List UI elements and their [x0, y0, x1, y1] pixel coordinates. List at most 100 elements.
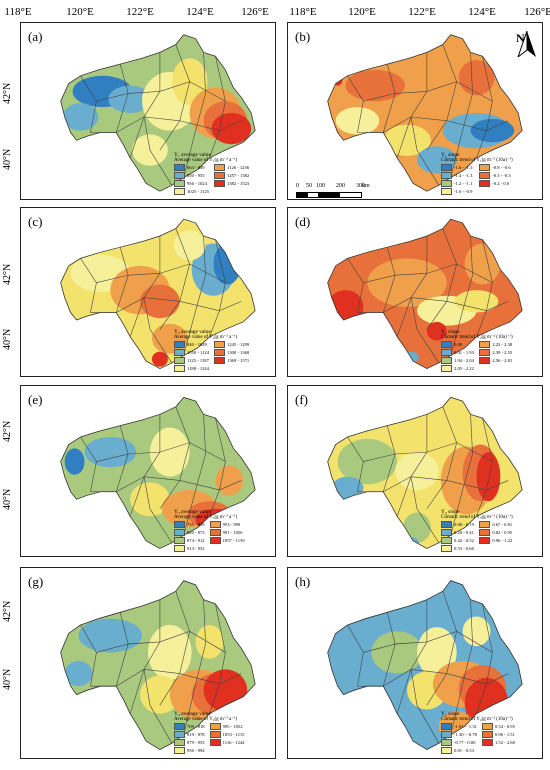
value-region: [371, 631, 423, 674]
city-boundary: [159, 406, 190, 509]
legend-label: -1.0 - -0.9: [454, 189, 473, 195]
legend-subtitle: Average value of Y₂(g m⁻² a⁻¹): [174, 335, 238, 341]
value-region: [62, 103, 99, 131]
value-region: [470, 118, 515, 143]
map-panel-b: (b) Y₁ slope Climatic trend of Y₁(g m⁻² (1…: [287, 22, 543, 200]
city-boundary: [159, 44, 190, 151]
legend-label: 0.00: [454, 342, 463, 348]
city-boundary: [476, 56, 493, 159]
legend-swatch: [174, 529, 185, 537]
legend-label: 0.53 - 0.66: [454, 546, 474, 552]
legend-title: Y₂ average value: [174, 329, 211, 335]
longitude-axis-left: 118°E 120°E 122°E 124°E 126°E: [0, 6, 275, 20]
legend-label: 2.23 - 2.38: [492, 342, 513, 348]
value-region: [78, 618, 143, 653]
value-region: [211, 112, 252, 145]
legend-swatch: [479, 164, 491, 172]
legend-label: 956 - 1024: [187, 181, 207, 187]
legend-swatch: [209, 739, 221, 747]
value-region: [327, 290, 364, 324]
legend-item: 755 - 819: [174, 521, 205, 529]
city-boundary: [363, 263, 493, 283]
legend: Y₂ average value Average value of Y₂(g m⁻…: [174, 329, 250, 373]
legend-label: 1245 - 1299: [227, 342, 250, 348]
legend-label: 1.52 - 2.68: [494, 740, 515, 746]
legend-swatch: [441, 723, 452, 731]
lon-label: 124°E: [186, 6, 214, 18]
lon-label: 122°E: [408, 6, 436, 18]
lat-label: 40°N: [2, 488, 13, 510]
legend-subtitle: Climatic trend of Y₄(g m⁻² (10a)⁻¹): [441, 717, 513, 723]
province-outline: [60, 218, 256, 369]
legend-item: -1.4 - -1.3: [441, 172, 474, 180]
legend-item: 1126 - 1256: [214, 164, 249, 172]
legend-item: 0.00 - 0.19: [441, 521, 474, 529]
city-boundary: [96, 442, 226, 462]
city-boundary: [363, 442, 493, 462]
legend-item: 2.23 - 2.38: [479, 341, 513, 349]
panel-label: (b): [295, 29, 311, 44]
legend-title: Y₄ slope: [441, 711, 460, 717]
map-svg: [327, 218, 523, 369]
city-boundary: [426, 228, 457, 330]
legend-item: 850 - 955: [174, 172, 209, 180]
legend-item: 2.56 - 2.81: [479, 357, 513, 365]
map-panel-e: (e) Y₃ average value Average value of Y₃(g…: [20, 385, 276, 557]
legend-item: 0.42 - 0.52: [441, 537, 474, 545]
legend-title: Y₃ slope: [441, 509, 460, 515]
legend-swatch: [481, 731, 493, 739]
panel-label: (e): [28, 392, 43, 407]
map-svg: [60, 580, 256, 751]
map-svg: [60, 218, 256, 369]
legend-swatch: [441, 172, 452, 180]
legend-item: 2.39 - 2.55: [479, 349, 512, 357]
legend-swatch: [214, 180, 226, 188]
legend-label: -1.6 - -1.5: [454, 165, 473, 171]
legend-label: 1050 - 1124: [187, 350, 210, 356]
lat-label: 40°N: [2, 668, 13, 690]
panel-label: (a): [28, 29, 43, 44]
lon-label: 124°E: [468, 6, 496, 18]
legend-label: 850 - 955: [187, 173, 205, 179]
city-boundary: [450, 599, 473, 735]
map-svg: [327, 396, 523, 549]
legend-label: 0.01 - 0.53: [454, 748, 474, 754]
legend-item: 1382 - 1523: [214, 180, 249, 188]
legend-item: -0.2 - 0.0: [479, 180, 512, 188]
legend-item: 663 - 849: [174, 164, 209, 172]
legend-item: 1057 - 1139: [209, 537, 245, 545]
legend-swatch: [441, 545, 452, 553]
legend-label: 0.42 - 0.52: [454, 538, 474, 544]
value-region: [403, 512, 431, 543]
legend-title: Y₁ average value: [174, 152, 211, 158]
legend-item: 0.82 - 0.95: [479, 529, 513, 537]
city-boundary: [426, 44, 457, 151]
lon-label: 122°E: [126, 6, 154, 18]
legend-label: 1188 - 1244: [187, 366, 210, 372]
province-outline: [60, 580, 256, 751]
legend: Y₂ slope Climatic trend of Y₂(g m⁻² (10a)…: [441, 329, 513, 373]
legend-swatch: [214, 172, 226, 180]
value-region: [64, 660, 93, 687]
city-boundary: [183, 52, 206, 178]
city-boundary: [396, 414, 428, 517]
legend-swatch: [174, 349, 185, 357]
city-boundary: [396, 52, 428, 159]
legend-item: 820 - 873: [174, 529, 205, 537]
legend-item: 1053 - 1115: [209, 731, 244, 739]
legend-swatch: [214, 164, 226, 172]
city-boundary: [476, 603, 493, 714]
legend: Y₁ average value Average value of Y₁(g m⁻…: [174, 152, 249, 196]
legend-label: 953 - 990: [222, 522, 241, 528]
city-boundary: [209, 603, 226, 714]
legend-swatch: [174, 521, 185, 529]
city-boundary: [143, 116, 173, 186]
legend-label: 0.82 - 0.95: [492, 530, 513, 536]
city-boundary: [450, 52, 473, 178]
legend-item: 819 - 878: [174, 731, 205, 739]
map-svg: [60, 396, 256, 549]
legend-label: 2.56 - 2.81: [492, 358, 513, 364]
legend-item: 1025 - 1125: [174, 188, 209, 196]
legend-subtitle: Climatic trend of Y₃(g m⁻² (10a)⁻¹): [441, 515, 513, 521]
map-panel-g: (g) Y₄ average value Average value of Y₄(g…: [20, 567, 276, 759]
